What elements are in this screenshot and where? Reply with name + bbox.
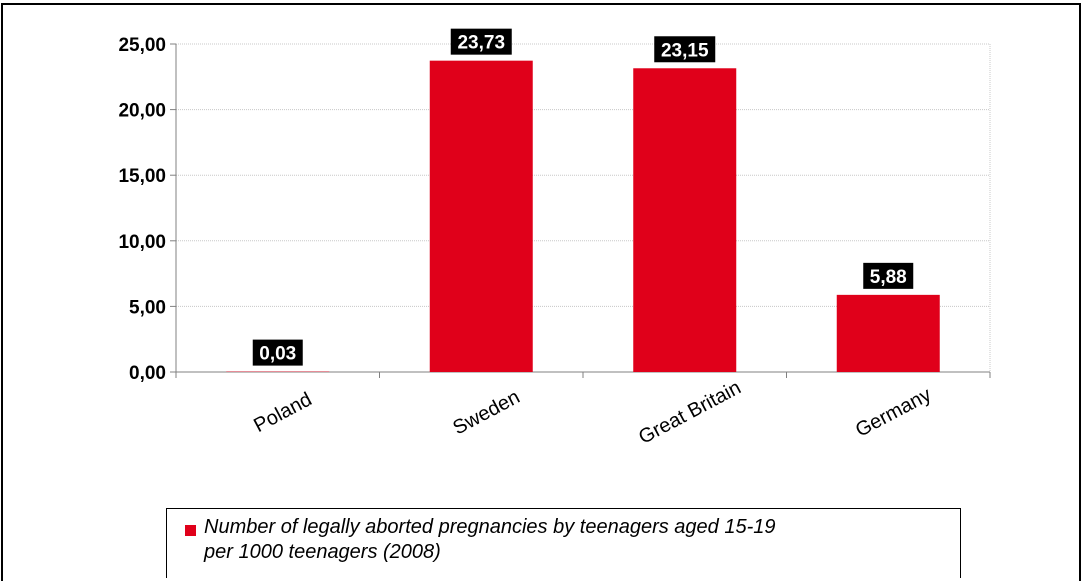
x-tick-label: Poland — [250, 388, 315, 437]
data-label-text: 0,03 — [259, 344, 296, 365]
y-tick-label: 25,00 — [118, 35, 166, 56]
data-labels: 0,03 23,73 23,15 5,88 — [252, 28, 914, 366]
bar-great-britain — [633, 68, 737, 372]
data-label-background — [654, 36, 716, 63]
bars — [226, 60, 940, 372]
y-tick-label: 10,00 — [118, 232, 166, 253]
data-label-text: 23,15 — [661, 40, 709, 61]
bar-germany — [836, 294, 940, 372]
data-label: 5,88 — [863, 262, 914, 289]
y-tick-label: 20,00 — [118, 101, 166, 122]
legend-swatch — [185, 525, 196, 536]
data-label-background — [863, 262, 914, 289]
data-label: 23,73 — [450, 28, 512, 55]
x-tick-label: Great Britain — [635, 377, 744, 449]
x-tick-label: Sweden — [449, 386, 523, 439]
chart-frame — [1, 3, 1081, 581]
legend-label: Number of legally aborted pregnancies by… — [204, 516, 776, 563]
data-label-background — [252, 339, 303, 366]
data-label-text: 5,88 — [870, 267, 907, 288]
y-tick-label: 0,00 — [129, 363, 166, 384]
bar-sweden — [429, 60, 533, 372]
data-label-text: 23,73 — [457, 33, 505, 54]
legend: Number of legally aborted pregnancies by… — [166, 508, 961, 578]
data-label-background — [450, 28, 512, 55]
x-tick-labels: Poland Sweden Great Britain Germany — [250, 377, 935, 449]
y-tick-label: 5,00 — [129, 297, 166, 318]
data-label: 0,03 — [252, 339, 303, 366]
y-tick-label: 15,00 — [118, 166, 166, 187]
y-tick-labels: 0,00 5,00 10,00 15,00 20,00 25,00 — [118, 35, 166, 384]
x-tick-label: Germany — [852, 384, 935, 442]
data-label: 23,15 — [654, 36, 716, 63]
